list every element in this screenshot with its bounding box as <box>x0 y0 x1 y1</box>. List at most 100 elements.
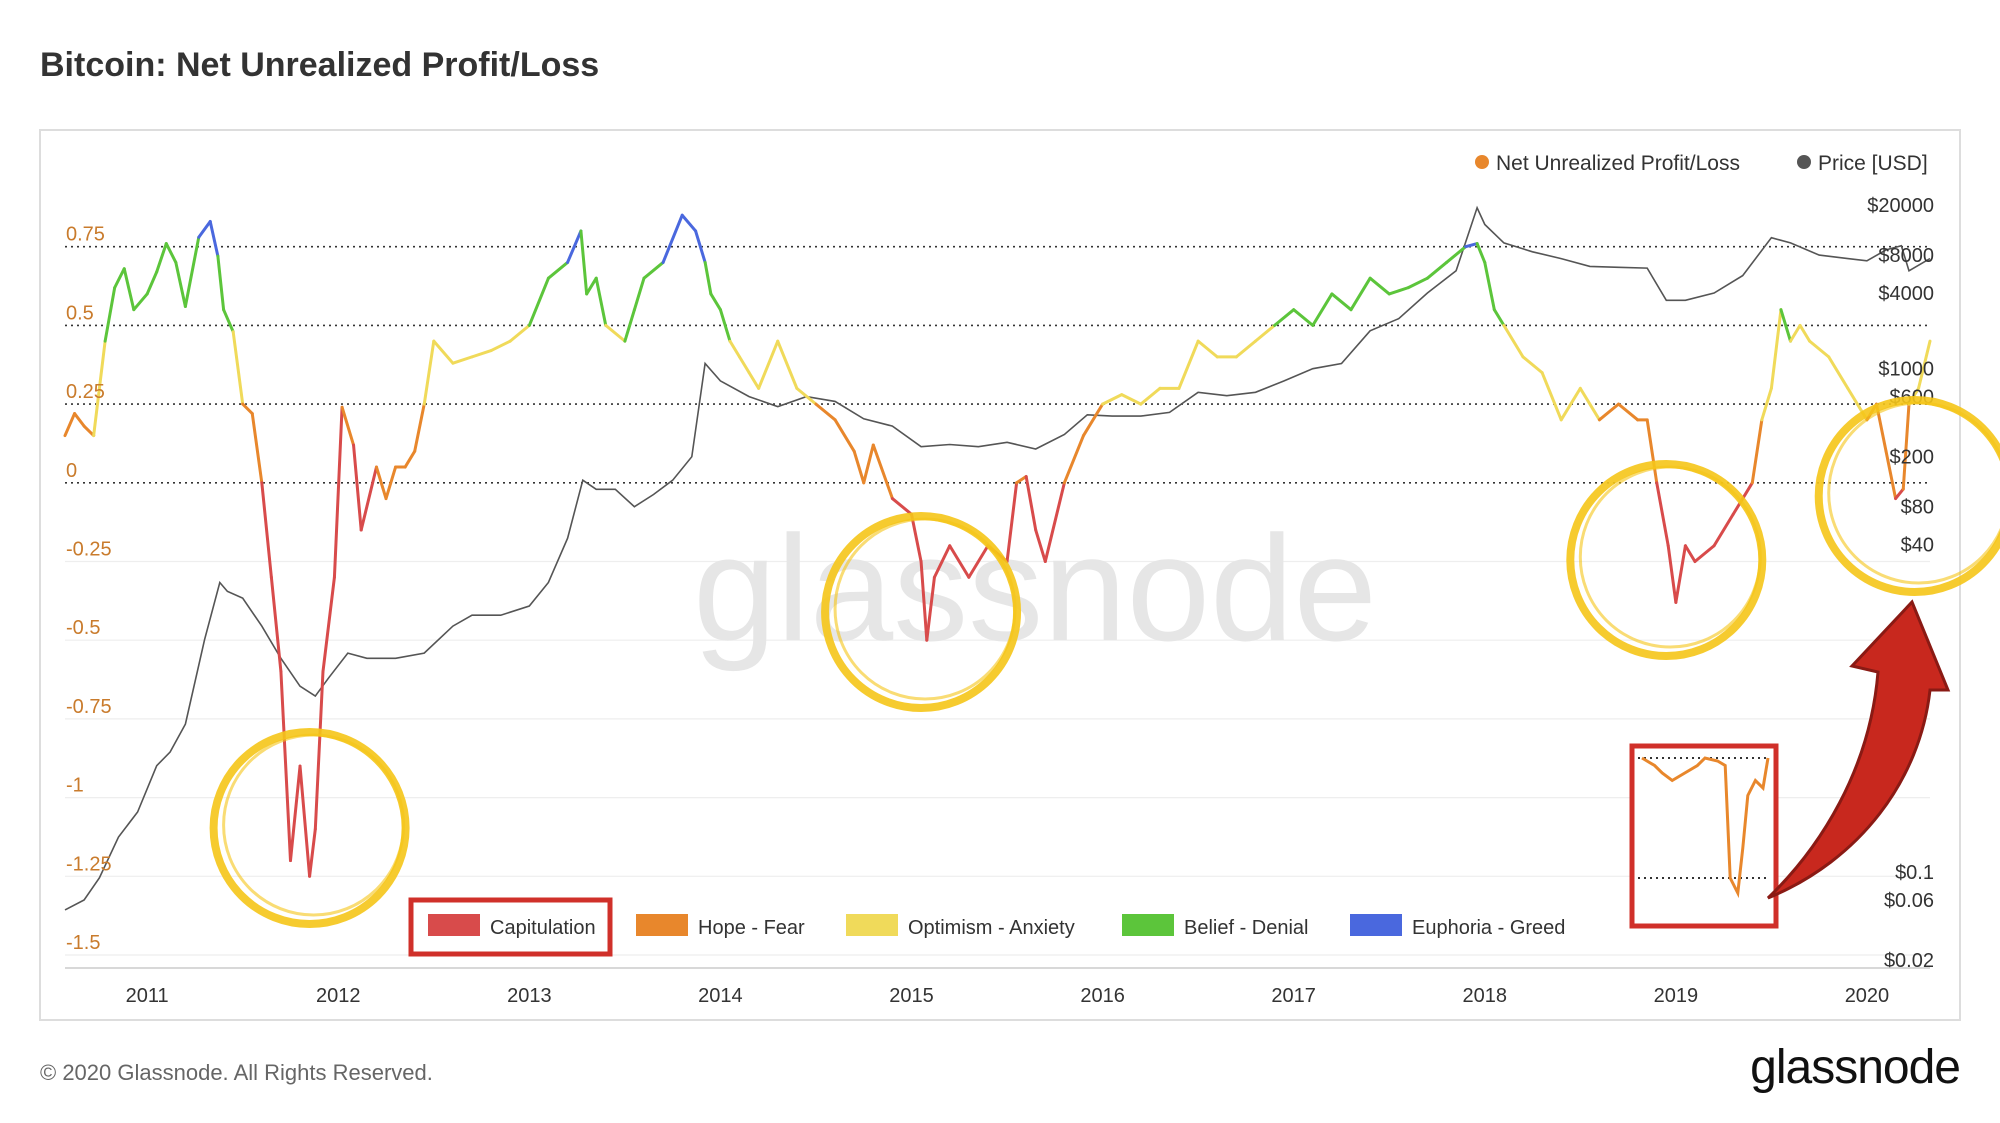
nupl-segment <box>103 286 117 343</box>
nupl-segment <box>1540 371 1563 422</box>
nupl-segment <box>1349 276 1372 312</box>
nupl-segment <box>795 386 818 406</box>
nupl-segment <box>1406 276 1429 290</box>
highlight-circles <box>209 396 2000 928</box>
nupl-segment <box>1492 308 1506 327</box>
nupl-segment <box>852 449 866 485</box>
nupl-segment <box>1666 544 1678 604</box>
nupl-segment <box>1693 544 1716 563</box>
y-left-tick-label: -1 <box>66 775 84 797</box>
nupl-segment <box>308 827 317 878</box>
nupl-segment <box>661 213 684 264</box>
nupl-segment <box>470 349 493 359</box>
highlight-circle <box>1566 460 1767 660</box>
y-right-tick-label: $4000 <box>1878 283 1934 305</box>
legend-swatch-euphoria-greed <box>1350 914 1402 936</box>
nupl-segment <box>216 254 226 312</box>
legend-label-belief-denial: Belief - Denial <box>1184 917 1309 939</box>
nupl-segment <box>967 544 990 579</box>
y-right-tick-label: $200 <box>1890 447 1935 469</box>
nupl-segment <box>747 371 761 390</box>
nupl-segment <box>1139 386 1162 406</box>
nupl-segment <box>1712 512 1735 548</box>
nupl-segment <box>1683 544 1697 563</box>
nupl-segment <box>1368 276 1391 296</box>
nupl-segment <box>313 670 325 831</box>
legend-nupl-marker <box>1475 155 1489 169</box>
y-left-tick-label: -1.5 <box>66 932 100 954</box>
nupl-segment <box>63 412 77 438</box>
highlight-circle-inner <box>1578 465 1762 649</box>
nupl-segment <box>1901 402 1911 491</box>
nupl-segment <box>910 512 923 563</box>
nupl-segment <box>703 260 713 296</box>
nupl-segment <box>413 402 426 453</box>
nupl-segment <box>1177 339 1200 390</box>
highlight-circle-inner <box>1827 401 2000 585</box>
y-left-tick-label: 0 <box>66 460 77 482</box>
nupl-segment <box>1101 393 1124 406</box>
nupl-segment <box>776 339 799 390</box>
capitulation-highlight-box <box>408 897 613 957</box>
nupl-segment <box>489 339 512 353</box>
highlight-circle-inner <box>833 517 1017 701</box>
legend-price-label: Price [USD] <box>1818 152 1928 175</box>
nupl-segment <box>82 424 96 438</box>
nupl-segment <box>919 560 929 642</box>
x-tick-label: 2016 <box>1080 985 1125 1007</box>
nupl-segment <box>73 412 86 428</box>
nupl-segment <box>833 418 856 453</box>
nupl-segment <box>403 449 417 469</box>
legend-top: Net Unrealized Profit/Loss Price [USD] <box>1475 152 1928 175</box>
nupl-segment <box>1483 260 1496 312</box>
nupl-segment <box>1674 544 1687 604</box>
nupl-segment <box>164 242 178 264</box>
nupl-segment <box>279 670 292 863</box>
nupl-segment <box>298 764 312 878</box>
x-tick-label: 2013 <box>507 985 552 1007</box>
nupl-segment <box>604 323 627 343</box>
nupl-segment <box>1827 355 1850 390</box>
nupl-segment <box>1645 418 1659 485</box>
nupl-segment <box>1445 245 1468 264</box>
y-left-tick-label: 0.25 <box>66 381 105 403</box>
nupl-segment <box>208 220 220 258</box>
nupl-segment <box>155 242 168 274</box>
nupl-segment <box>1234 339 1257 359</box>
nupl-segment <box>566 229 583 264</box>
nupl-segment <box>1789 323 1802 343</box>
price-line <box>64 205 1931 911</box>
nupl-segment <box>508 323 531 343</box>
nupl-segment <box>546 260 570 280</box>
nupl-segment <box>197 220 212 239</box>
nupl-segment <box>1292 308 1315 327</box>
y-right-tick-label: $0.06 <box>1884 890 1934 912</box>
x-tick-label: 2020 <box>1845 985 1890 1007</box>
nupl-segment <box>359 465 378 532</box>
nupl-segment <box>1917 339 1932 390</box>
nupl-segment <box>1024 475 1038 532</box>
highlight-circle <box>821 512 1022 712</box>
nupl-segment <box>1750 418 1764 485</box>
nupl-segment <box>132 292 149 312</box>
nupl-segment <box>1578 386 1601 422</box>
y-left-tick-label: 0.5 <box>66 302 94 324</box>
nupl-segment <box>1387 286 1410 296</box>
x-tick-label: 2019 <box>1654 985 1699 1007</box>
legend-swatch-capitulation <box>428 914 480 936</box>
price-layer <box>64 205 1931 911</box>
nupl-segment <box>1005 481 1019 563</box>
nupl-segment <box>1273 308 1296 327</box>
nupl-segment <box>288 764 302 863</box>
nupl-segment <box>422 339 436 406</box>
y-right-tick-label: $8000 <box>1878 245 1934 267</box>
nupl-segment <box>527 276 550 327</box>
legend-swatch-hope-fear <box>636 914 688 936</box>
highlight-circle-inner <box>222 733 406 917</box>
nupl-segment <box>145 270 159 296</box>
nupl-segment <box>1760 386 1773 422</box>
nupl-segment <box>1464 242 1479 249</box>
nupl-segment <box>890 497 914 516</box>
highlight-circle <box>209 728 410 928</box>
